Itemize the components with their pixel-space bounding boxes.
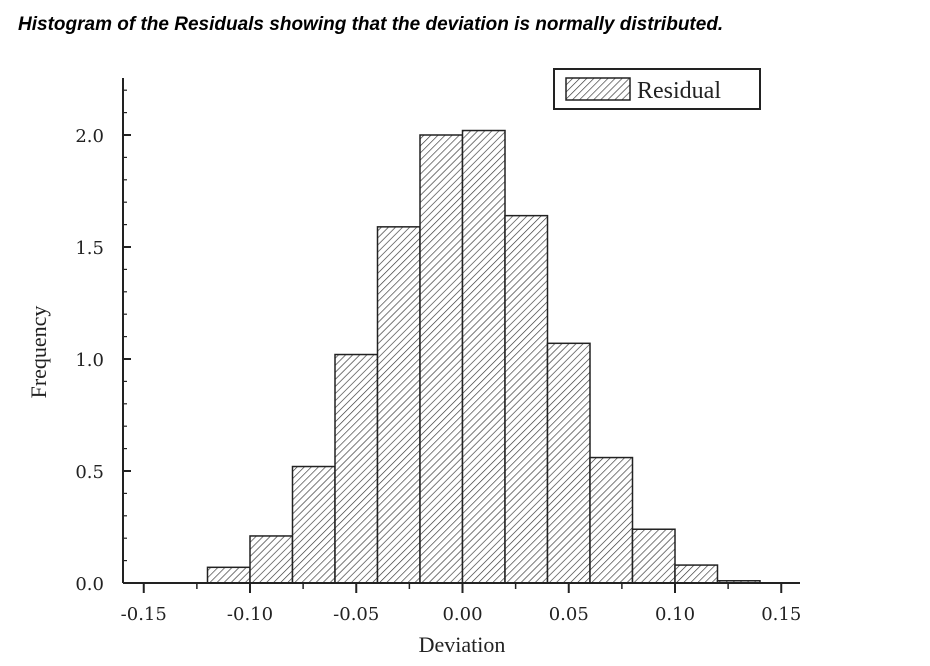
y-tick-label: 0.0 (75, 574, 104, 595)
x-tick-label: -0.05 (333, 604, 379, 625)
histogram-bar (461, 129, 506, 584)
histogram-bar (631, 528, 676, 584)
x-tick-label: 0.15 (761, 604, 801, 625)
y-tick-label: 0.5 (75, 462, 104, 483)
histogram-bar (419, 134, 464, 584)
x-tick-label: 0.05 (549, 604, 589, 625)
y-axis-title: Frequency (26, 306, 51, 399)
histogram-bar (249, 535, 294, 584)
x-tick-label: 0.00 (442, 604, 482, 625)
histogram-bar (674, 564, 719, 584)
chart-title: Histogram of the Residuals showing that … (18, 14, 724, 35)
histogram-bar (589, 456, 634, 584)
y-tick-label: 1.5 (75, 238, 104, 259)
x-tick-label: -0.10 (227, 604, 273, 625)
histogram-bar (334, 353, 379, 584)
x-axis-title: Deviation (419, 632, 506, 657)
y-tick-label: 2.0 (75, 126, 104, 147)
x-tick-label: -0.15 (121, 604, 167, 625)
histogram-bar (376, 226, 421, 584)
histogram-bar (291, 465, 336, 584)
histogram-bar (546, 342, 591, 584)
legend: Residual (553, 68, 761, 110)
legend-label: Residual (637, 78, 721, 104)
legend-swatch (565, 77, 631, 101)
x-tick-label: 0.10 (655, 604, 695, 625)
histogram-bar (504, 214, 549, 584)
y-tick-label: 1.0 (75, 350, 104, 371)
histogram-bar (206, 566, 251, 584)
